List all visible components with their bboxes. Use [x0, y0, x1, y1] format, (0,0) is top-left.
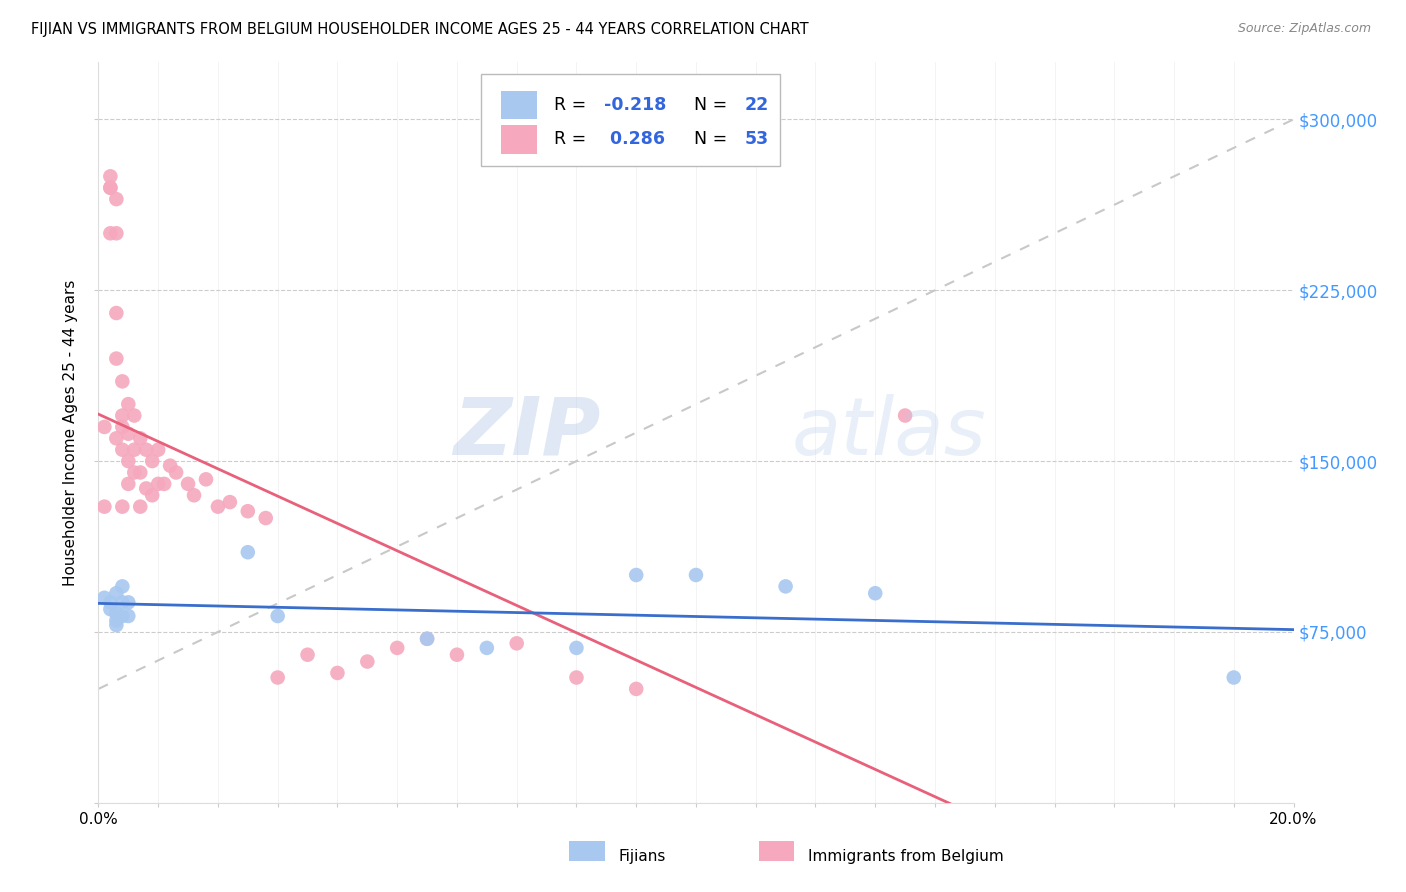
Point — [111, 375, 134, 389]
Point — [117, 609, 139, 624]
Point — [93, 591, 115, 605]
Point — [141, 488, 163, 502]
Point — [183, 488, 205, 502]
Point — [129, 431, 152, 445]
Point — [165, 466, 187, 480]
Point — [124, 466, 146, 480]
Point — [111, 442, 134, 457]
Text: Source: ZipAtlas.com: Source: ZipAtlas.com — [1237, 22, 1371, 36]
Point — [117, 397, 139, 411]
Point — [135, 482, 157, 496]
Point — [148, 476, 170, 491]
Point — [254, 511, 277, 525]
Point — [865, 586, 887, 600]
Point — [446, 648, 468, 662]
Point — [105, 607, 128, 621]
Point — [475, 640, 498, 655]
Point — [105, 614, 128, 628]
Point — [236, 545, 259, 559]
Text: Immigrants from Belgium: Immigrants from Belgium — [808, 849, 1004, 863]
Point — [105, 618, 128, 632]
Point — [177, 476, 200, 491]
Text: 53: 53 — [745, 130, 769, 148]
Point — [124, 409, 146, 423]
Point — [124, 442, 146, 457]
Text: 22: 22 — [745, 95, 769, 113]
Point — [236, 504, 259, 518]
Point — [506, 636, 529, 650]
Point — [105, 227, 128, 241]
Point — [111, 420, 134, 434]
Point — [894, 409, 917, 423]
Point — [297, 648, 319, 662]
Text: Fijians: Fijians — [619, 849, 666, 863]
Point — [105, 306, 128, 320]
Point — [98, 169, 122, 184]
Text: N =: N = — [683, 95, 733, 113]
Point — [775, 579, 797, 593]
Point — [111, 609, 134, 624]
Point — [105, 351, 128, 366]
Point — [1223, 671, 1246, 685]
Point — [98, 227, 122, 241]
Point — [219, 495, 242, 509]
Point — [565, 640, 588, 655]
Point — [93, 500, 115, 514]
Text: atlas: atlas — [792, 393, 987, 472]
Point — [565, 671, 588, 685]
Text: N =: N = — [683, 130, 733, 148]
FancyBboxPatch shape — [501, 91, 537, 119]
Point — [195, 472, 218, 486]
Point — [105, 431, 128, 445]
Point — [129, 500, 152, 514]
Point — [105, 586, 128, 600]
Point — [111, 595, 134, 609]
Point — [117, 476, 139, 491]
Text: R =: R = — [554, 95, 592, 113]
Y-axis label: Householder Income Ages 25 - 44 years: Householder Income Ages 25 - 44 years — [63, 279, 79, 586]
Bar — [569, 841, 605, 861]
Point — [129, 466, 152, 480]
Bar — [759, 841, 794, 861]
Point — [356, 655, 378, 669]
Point — [98, 180, 122, 194]
Point — [93, 420, 115, 434]
Text: ZIP: ZIP — [453, 393, 600, 472]
Point — [111, 409, 134, 423]
Point — [626, 568, 648, 582]
Point — [117, 454, 139, 468]
Point — [153, 476, 176, 491]
Point — [98, 595, 122, 609]
Point — [135, 442, 157, 457]
Point — [105, 192, 128, 206]
Point — [267, 671, 290, 685]
Point — [326, 665, 349, 680]
Point — [141, 454, 163, 468]
Text: -0.218: -0.218 — [605, 95, 666, 113]
Point — [111, 500, 134, 514]
Point — [117, 595, 139, 609]
Point — [385, 640, 409, 655]
FancyBboxPatch shape — [481, 73, 780, 166]
Point — [111, 579, 134, 593]
Point — [267, 609, 290, 624]
FancyBboxPatch shape — [501, 126, 537, 153]
Point — [416, 632, 439, 646]
Point — [148, 442, 170, 457]
Text: R =: R = — [554, 130, 592, 148]
Text: 0.286: 0.286 — [605, 130, 665, 148]
Point — [207, 500, 229, 514]
Point — [98, 180, 122, 194]
Point — [117, 426, 139, 441]
Point — [416, 632, 439, 646]
Text: FIJIAN VS IMMIGRANTS FROM BELGIUM HOUSEHOLDER INCOME AGES 25 - 44 YEARS CORRELAT: FIJIAN VS IMMIGRANTS FROM BELGIUM HOUSEH… — [31, 22, 808, 37]
Point — [98, 602, 122, 616]
Point — [159, 458, 181, 473]
Point — [626, 681, 648, 696]
Point — [685, 568, 707, 582]
